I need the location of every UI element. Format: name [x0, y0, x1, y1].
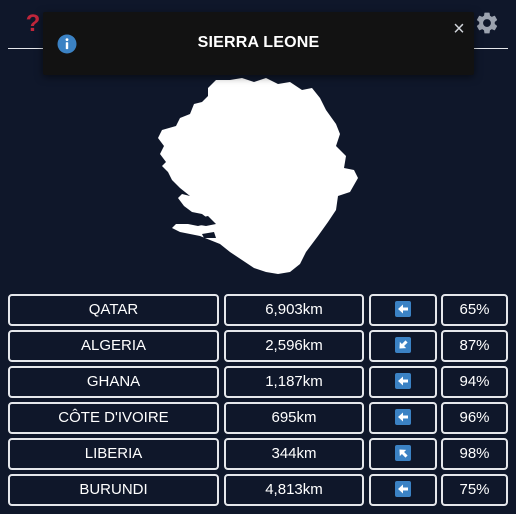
guess-row: ALGERIA 2,596km 87% — [8, 330, 508, 362]
guess-direction — [369, 402, 437, 434]
sierra-leone-silhouette — [158, 78, 358, 274]
guess-proximity: 75% — [441, 474, 508, 506]
arrow-west-icon — [395, 480, 411, 497]
guess-proximity: 96% — [441, 402, 508, 434]
guess-distance: 695km — [224, 402, 364, 434]
guess-distance: 344km — [224, 438, 364, 470]
guess-distance: 1,187km — [224, 366, 364, 398]
guess-distance: 6,903km — [224, 294, 364, 326]
guess-country: QATAR — [8, 294, 219, 326]
arrow-west-icon — [395, 300, 411, 317]
guess-proximity: 98% — [441, 438, 508, 470]
arrow-south-west-icon — [395, 336, 411, 353]
guess-distance: 4,813km — [224, 474, 364, 506]
arrow-west-icon — [395, 408, 411, 425]
guess-country: GHANA — [8, 366, 219, 398]
gear-icon — [476, 12, 498, 34]
guess-proximity: 65% — [441, 294, 508, 326]
guess-row: GHANA 1,187km 94% — [8, 366, 508, 398]
guess-country: CÔTE D'IVOIRE — [8, 402, 219, 434]
guess-proximity: 94% — [441, 366, 508, 398]
guess-direction — [369, 330, 437, 362]
settings-button[interactable] — [474, 10, 500, 36]
answer-toast: SIERRA LEONE × — [43, 12, 474, 75]
guess-list: QATAR 6,903km 65% ALGERIA 2,596km 87% GH… — [8, 294, 508, 510]
close-icon[interactable]: × — [453, 18, 465, 40]
guess-distance: 2,596km — [224, 330, 364, 362]
guess-row: CÔTE D'IVOIRE 695km 96% — [8, 402, 508, 434]
guess-row: LIBERIA 344km 98% — [8, 438, 508, 470]
toast-title: SIERRA LEONE — [197, 34, 320, 51]
arrow-north-west-icon — [395, 444, 411, 461]
arrow-west-icon — [395, 372, 411, 389]
guess-row: BURUNDI 4,813km 75% — [8, 474, 508, 506]
guess-country: BURUNDI — [8, 474, 219, 506]
guess-direction — [369, 438, 437, 470]
guess-country: ALGERIA — [8, 330, 219, 362]
question-mark-icon: ? — [25, 10, 41, 37]
guess-proximity: 87% — [441, 330, 508, 362]
country-map — [158, 78, 358, 274]
guess-direction — [369, 474, 437, 506]
guess-direction — [369, 294, 437, 326]
info-icon — [57, 34, 77, 54]
guess-country: LIBERIA — [8, 438, 219, 470]
help-button[interactable]: ? — [22, 10, 44, 38]
guess-row: QATAR 6,903km 65% — [8, 294, 508, 326]
guess-direction — [369, 366, 437, 398]
